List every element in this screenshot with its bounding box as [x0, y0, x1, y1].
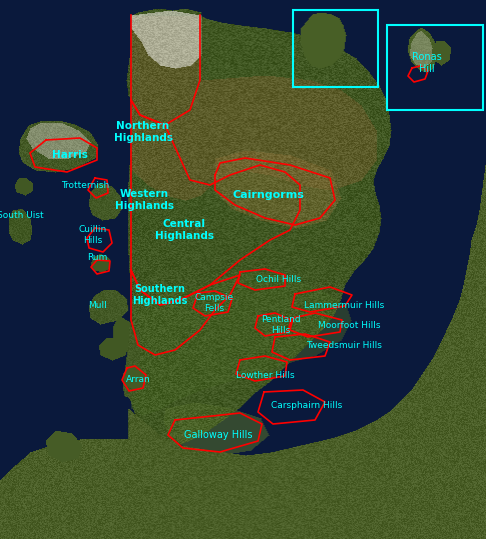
- Text: Lowther Hills: Lowther Hills: [236, 370, 295, 379]
- Text: Tweedsmuir Hills: Tweedsmuir Hills: [306, 341, 382, 349]
- Text: Trotternish: Trotternish: [61, 181, 109, 190]
- Bar: [293, 10, 378, 87]
- Text: Southern
Highlands: Southern Highlands: [132, 284, 188, 306]
- Text: Mull: Mull: [87, 301, 106, 309]
- Text: Harris: Harris: [52, 150, 88, 160]
- Text: Campsie
Fells: Campsie Fells: [194, 293, 234, 313]
- Text: Pentland
Hills: Pentland Hills: [261, 315, 301, 335]
- Text: Moorfoot Hills: Moorfoot Hills: [318, 321, 380, 329]
- Text: Galloway Hills: Galloway Hills: [184, 430, 252, 440]
- Text: Central
Highlands: Central Highlands: [155, 219, 213, 241]
- Text: Northern
Highlands: Northern Highlands: [114, 121, 173, 143]
- Text: Lammermuir Hills: Lammermuir Hills: [304, 301, 384, 309]
- Text: Arran: Arran: [125, 376, 150, 384]
- Bar: [387, 25, 483, 110]
- Text: Cuillin
Hills: Cuillin Hills: [79, 225, 107, 245]
- Text: Rum: Rum: [87, 253, 107, 262]
- Text: Ronas
Hill: Ronas Hill: [412, 52, 442, 74]
- Text: Carsphairn Hills: Carsphairn Hills: [271, 400, 343, 410]
- Text: Ochil Hills: Ochil Hills: [257, 275, 301, 285]
- Text: Western
Highlands: Western Highlands: [115, 189, 174, 211]
- Text: Cairngorms: Cairngorms: [232, 190, 304, 200]
- Text: South Uist: South Uist: [0, 211, 43, 219]
